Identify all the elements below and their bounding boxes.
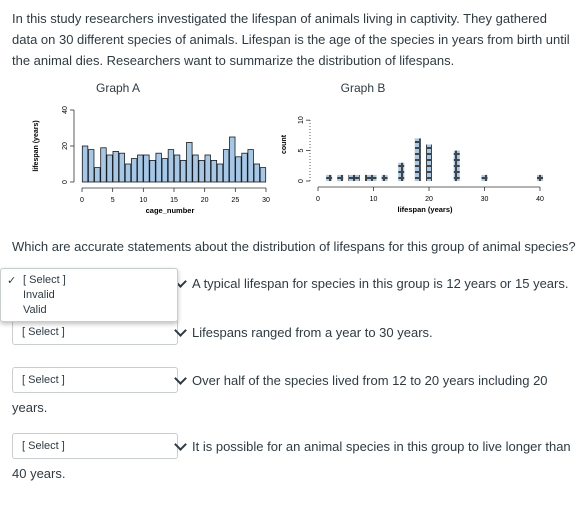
x-tick-label: 0 — [80, 197, 84, 204]
x-tick-label: 30 — [481, 196, 489, 203]
bar — [229, 136, 236, 183]
dot-stack — [453, 150, 460, 181]
dot-stack — [326, 174, 333, 181]
x-tick-label: 40 — [536, 196, 544, 203]
option[interactable]: [ Select ] — [23, 274, 66, 286]
bar — [253, 163, 260, 183]
statement: Over half of the species lived from 12 t… — [192, 373, 548, 388]
bar — [235, 156, 242, 183]
dot-stack — [398, 162, 405, 181]
graphs: Graph A lifespan (years) cage_number 0 20 40 0… — [33, 81, 544, 215]
bar — [180, 160, 187, 183]
y-tick-label: 5 — [298, 149, 305, 153]
dot-stack — [537, 174, 543, 181]
bar — [192, 154, 199, 183]
bar — [143, 154, 150, 183]
x-tick-label: 20 — [425, 196, 433, 203]
statement: It is possible for an animal species in … — [192, 439, 571, 454]
bar — [259, 167, 267, 183]
bar — [241, 152, 248, 183]
x-tick-label: 20 — [201, 197, 209, 204]
graph-title: Graph B — [341, 81, 386, 95]
dot-stack — [370, 174, 377, 181]
bar — [198, 160, 205, 183]
y-tick-label: 40 — [62, 106, 69, 114]
bar — [112, 151, 119, 183]
y-tick-label: 0 — [62, 180, 69, 184]
select-box[interactable]: [ Select ] — [12, 319, 178, 345]
dot-stack — [414, 138, 421, 181]
bar — [124, 163, 132, 183]
bar — [186, 142, 193, 183]
bar — [155, 152, 162, 183]
check-icon: ✓ — [7, 275, 17, 287]
statement-tail: 40 years. — [12, 466, 66, 481]
graph-title: Graph A — [96, 81, 140, 95]
x-label: lifespan (years) — [397, 205, 453, 214]
x-label: cage_number — [146, 206, 195, 215]
bar — [167, 149, 175, 183]
y-tick-label: 0 — [298, 179, 305, 183]
intro: In this study researchers investigated t… — [12, 11, 570, 68]
dot-stack — [426, 144, 432, 181]
select-box[interactable]: [ Select ] — [12, 433, 178, 459]
dot-stack — [348, 174, 355, 181]
option[interactable]: Valid — [23, 304, 47, 316]
x-tick-label: 0 — [316, 196, 320, 203]
bar — [210, 160, 218, 183]
statement: A typical lifespan for species in this g… — [192, 276, 569, 291]
option[interactable]: Invalid — [23, 289, 55, 301]
select-box[interactable]: [ Select ] — [12, 367, 178, 393]
dot-stack — [337, 174, 344, 181]
bar — [137, 154, 144, 183]
x-tick-label: 15 — [170, 197, 178, 204]
bar — [100, 147, 107, 183]
dot-stack — [364, 174, 371, 181]
y-tick-label: 20 — [62, 142, 69, 150]
x-tick-label: 5 — [111, 197, 115, 204]
bar — [222, 149, 230, 183]
bar — [106, 154, 113, 183]
bar — [247, 149, 254, 183]
x-tick-label: 30 — [262, 197, 270, 204]
bar — [216, 163, 224, 183]
y-label: lifespan (years) — [33, 120, 40, 171]
x-tick-label: 25 — [231, 197, 239, 204]
dropdown-list: ✓ [ Select ] Invalid Valid — [0, 268, 178, 322]
bar — [173, 154, 181, 183]
bar — [130, 158, 138, 183]
bar — [161, 158, 168, 183]
bar — [149, 160, 156, 183]
x-tick-label: 10 — [370, 196, 378, 203]
dot-stack — [353, 174, 360, 181]
dot-stack — [481, 174, 488, 181]
statement: Lifespans ranged from a year to 30 years… — [192, 325, 433, 340]
bar — [94, 167, 101, 183]
dot-stack — [381, 174, 388, 181]
bar — [118, 152, 126, 183]
y-tick-label: 10 — [298, 116, 305, 124]
bar — [81, 145, 89, 183]
statement-tail: years. — [12, 400, 48, 415]
x-tick-label: 10 — [139, 197, 147, 204]
bar — [88, 149, 95, 183]
question: Which are accurate statements about the … — [12, 239, 576, 254]
y-label: count — [281, 134, 288, 154]
bar — [204, 154, 211, 183]
